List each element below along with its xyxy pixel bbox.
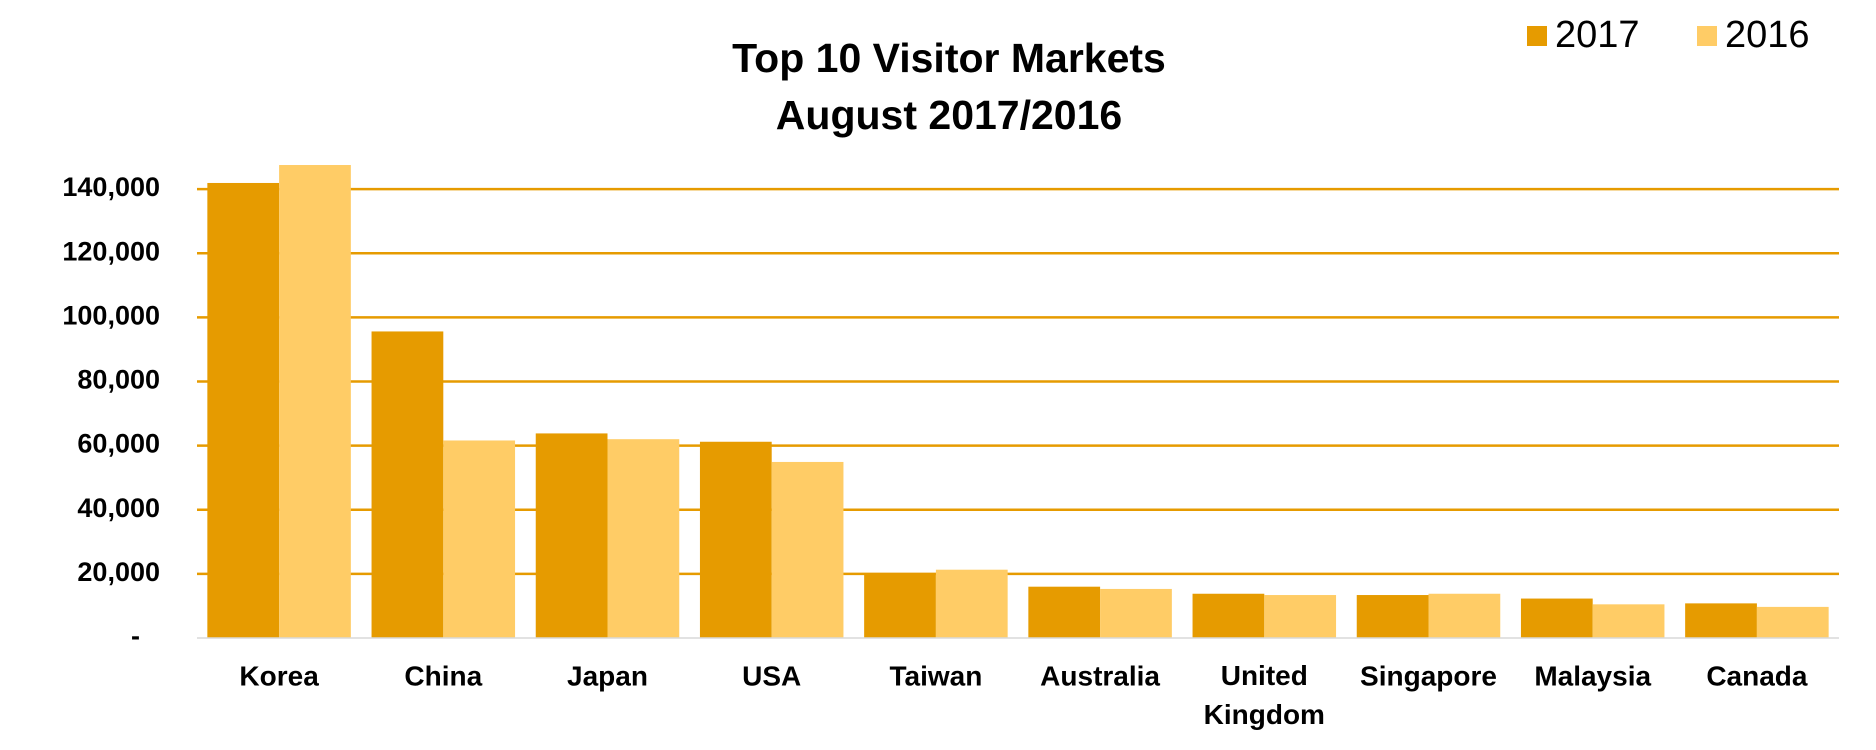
bar: [699, 441, 772, 638]
y-tick-label: 80,000: [77, 365, 160, 395]
bar: [1100, 588, 1172, 638]
x-tick-label: Australia: [1040, 660, 1160, 691]
y-tick-label: 40,000: [77, 493, 160, 523]
bar: [279, 165, 351, 638]
bar: [1264, 595, 1337, 638]
bar: [1756, 606, 1829, 638]
x-tick-label: United Kingdom: [1204, 660, 1325, 730]
x-tick-label: Korea: [239, 660, 319, 691]
chart-title: Top 10 Visitor Markets: [732, 35, 1166, 81]
chart-subtitle: August 2017/2016: [776, 92, 1122, 138]
bar: [371, 331, 444, 638]
x-tick-label: China: [404, 660, 482, 691]
legend-label: 2016: [1725, 14, 1810, 56]
y-tick-label: 120,000: [62, 236, 160, 266]
x-tick-label: Singapore: [1360, 660, 1497, 691]
y-tick-label: -: [131, 621, 140, 651]
x-tick-label: Malaysia: [1534, 660, 1651, 691]
bar: [1356, 595, 1429, 638]
bar: [864, 573, 936, 638]
y-tick-label: 20,000: [77, 557, 160, 587]
bar: [1192, 593, 1265, 638]
bar: [443, 440, 516, 638]
y-tick-label: 100,000: [62, 300, 160, 330]
y-tick-label: 140,000: [62, 172, 160, 202]
bar: [935, 569, 1008, 638]
y-tick-label: 60,000: [77, 429, 160, 459]
legend-label: 2017: [1555, 14, 1640, 56]
x-tick-label: USA: [742, 660, 801, 691]
legend-swatch: [1527, 26, 1547, 46]
bar: [607, 439, 680, 638]
legend-swatch: [1697, 26, 1717, 46]
bar: [207, 182, 280, 638]
x-tick-label: Canada: [1706, 660, 1808, 691]
bar: [1685, 603, 1757, 638]
bar: [1520, 598, 1593, 638]
x-tick-label: Japan: [567, 660, 648, 691]
bar: [1592, 604, 1665, 638]
bar: [535, 433, 608, 638]
bar: [771, 461, 844, 638]
bar: [1428, 593, 1501, 638]
bar: [1028, 586, 1101, 638]
x-tick-label: Taiwan: [889, 660, 982, 691]
